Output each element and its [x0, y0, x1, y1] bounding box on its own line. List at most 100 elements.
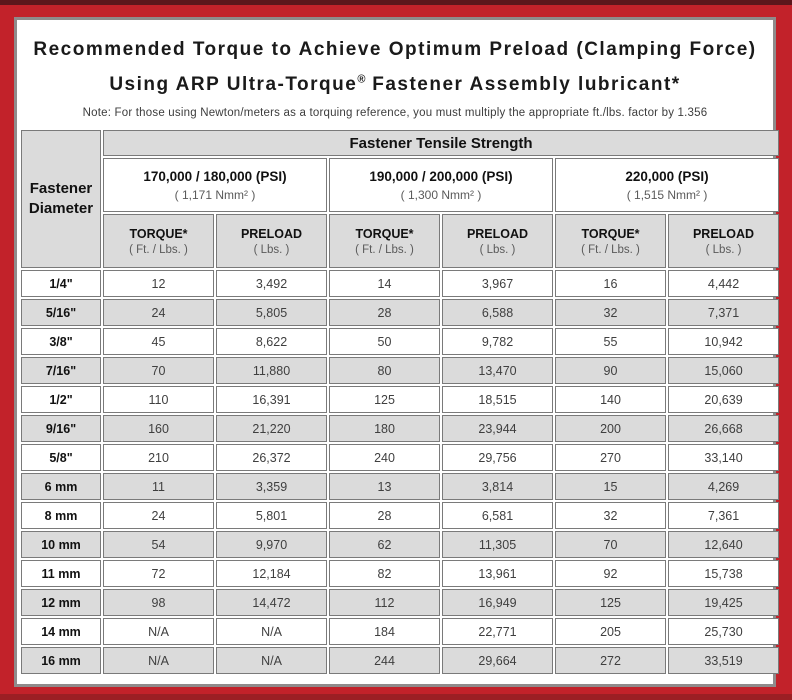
preload-value-cell: 9,782: [442, 328, 553, 356]
preload-value-cell: N/A: [216, 618, 327, 646]
preload-value-cell: 4,269: [668, 473, 780, 501]
diameter-cell: 3/8": [21, 328, 101, 356]
torque-column-header: TORQUE* ( Ft. / Lbs. ): [329, 214, 440, 269]
torque-value-cell: 240: [329, 444, 440, 472]
header-row-psi: 170,000 / 180,000 (PSI) ( 1,171 Nmm² ) 1…: [21, 158, 780, 213]
table-row: 14 mm N/A N/A 184 22,771 205 25,730: [21, 618, 780, 646]
preload-value-cell: 26,372: [216, 444, 327, 472]
preload-value-cell: 11,880: [216, 357, 327, 385]
table-row: 7/16" 70 11,880 80 13,470 90 15,060: [21, 357, 780, 385]
psi-group-220: 220,000 (PSI) ( 1,515 Nmm² ): [555, 158, 780, 213]
torque-value-cell: 140: [555, 386, 666, 414]
preload-value-cell: 18,515: [442, 386, 553, 414]
torque-value-cell: 92: [555, 560, 666, 588]
preload-value-cell: 19,425: [668, 589, 780, 617]
diameter-cell: 7/16": [21, 357, 101, 385]
diameter-cell: 8 mm: [21, 502, 101, 530]
psi-group-190-200: 190,000 / 200,000 (PSI) ( 1,300 Nmm² ): [329, 158, 553, 213]
preload-value-cell: 9,970: [216, 531, 327, 559]
psi-label: 170,000 / 180,000 (PSI): [143, 168, 287, 184]
table-row: 10 mm 54 9,970 62 11,305 70 12,640: [21, 531, 780, 559]
diameter-cell: 10 mm: [21, 531, 101, 559]
torque-value-cell: 13: [329, 473, 440, 501]
torque-value-cell: 32: [555, 502, 666, 530]
registered-mark: ®: [357, 74, 366, 86]
torque-value-cell: 70: [555, 531, 666, 559]
diameter-cell: 1/4": [21, 270, 101, 298]
preload-value-cell: 14,472: [216, 589, 327, 617]
table-row: 16 mm N/A N/A 244 29,664 272 33,519: [21, 647, 780, 675]
preload-value-cell: 20,639: [668, 386, 780, 414]
torque-value-cell: 82: [329, 560, 440, 588]
preload-value-cell: 33,140: [668, 444, 780, 472]
torque-value-cell: 15: [555, 473, 666, 501]
torque-value-cell: 125: [329, 386, 440, 414]
torque-value-cell: 110: [103, 386, 214, 414]
table-row: 6 mm 11 3,359 13 3,814 15 4,269: [21, 473, 780, 501]
preload-value-cell: 29,664: [442, 647, 553, 675]
torque-value-cell: 98: [103, 589, 214, 617]
nmm-label: ( 1,515 Nmm² ): [626, 187, 708, 202]
table-row: 9/16" 160 21,220 180 23,944 200 26,668: [21, 415, 780, 443]
preload-value-cell: 23,944: [442, 415, 553, 443]
table-row: 8 mm 24 5,801 28 6,581 32 7,361: [21, 502, 780, 530]
table-row: 5/16" 24 5,805 28 6,588 32 7,371: [21, 299, 780, 327]
torque-value-cell: 54: [103, 531, 214, 559]
torque-value-cell: 80: [329, 357, 440, 385]
table-row: 1/4" 12 3,492 14 3,967 16 4,442: [21, 270, 780, 298]
preload-value-cell: 25,730: [668, 618, 780, 646]
torque-value-cell: 32: [555, 299, 666, 327]
torque-value-cell: 200: [555, 415, 666, 443]
diameter-cell: 6 mm: [21, 473, 101, 501]
preload-value-cell: 3,967: [442, 270, 553, 298]
header-row-tensile: Fastener Diameter Fastener Tensile Stren…: [21, 130, 780, 269]
psi-label: 190,000 / 200,000 (PSI): [369, 168, 513, 184]
preload-value-cell: 21,220: [216, 415, 327, 443]
table-row: 12 mm 98 14,472 112 16,949 125 19,425: [21, 589, 780, 617]
preload-value-cell: 15,738: [668, 560, 780, 588]
torque-value-cell: 270: [555, 444, 666, 472]
content-panel: Recommended Torque to Achieve Optimum Pr…: [14, 17, 780, 687]
diameter-cell: 1/2": [21, 386, 101, 414]
preload-value-cell: 13,470: [442, 357, 553, 385]
torque-value-cell: 24: [103, 299, 214, 327]
note-text: Note: For those using Newton/meters as a…: [82, 107, 708, 120]
fastener-diameter-header: Fastener Diameter: [21, 130, 101, 269]
table-row: 5/8" 210 26,372 240 29,756 270 33,140: [21, 444, 780, 472]
torque-value-cell: 28: [329, 299, 440, 327]
preload-value-cell: 16,949: [442, 589, 553, 617]
torque-column-header: TORQUE* ( Ft. / Lbs. ): [103, 214, 214, 269]
torque-value-cell: 205: [555, 618, 666, 646]
preload-column-header: PRELOAD ( Lbs. ): [216, 214, 327, 269]
torque-value-cell: 244: [329, 647, 440, 675]
nmm-label: ( 1,171 Nmm² ): [174, 187, 256, 202]
torque-value-cell: 125: [555, 589, 666, 617]
preload-value-cell: 22,771: [442, 618, 553, 646]
preload-value-cell: 4,442: [668, 270, 780, 298]
diameter-cell: 9/16": [21, 415, 101, 443]
title-line1: Recommended Torque to Achieve Optimum Pr…: [33, 39, 757, 60]
torque-value-cell: 160: [103, 415, 214, 443]
torque-value-cell: 272: [555, 647, 666, 675]
torque-value-cell: 112: [329, 589, 440, 617]
preload-value-cell: 11,305: [442, 531, 553, 559]
preload-value-cell: N/A: [216, 647, 327, 675]
preload-column-header: PRELOAD ( Lbs. ): [442, 214, 553, 269]
torque-value-cell: N/A: [103, 647, 214, 675]
tensile-strength-header: Fastener Tensile Strength: [103, 130, 780, 157]
title-line2: Using ARP Ultra-Torque® Fastener Assembl…: [109, 74, 681, 96]
nmm-label: ( 1,300 Nmm² ): [400, 187, 482, 202]
preload-value-cell: 3,814: [442, 473, 553, 501]
torque-value-cell: 28: [329, 502, 440, 530]
torque-value-cell: 16: [555, 270, 666, 298]
psi-label: 220,000 (PSI): [625, 168, 709, 184]
preload-value-cell: 16,391: [216, 386, 327, 414]
preload-value-cell: 7,371: [668, 299, 780, 327]
table-row: 1/2" 110 16,391 125 18,515 140 20,639: [21, 386, 780, 414]
torque-value-cell: 14: [329, 270, 440, 298]
diameter-cell: 5/8": [21, 444, 101, 472]
table-body: 1/4" 12 3,492 14 3,967 16 4,442 5/16" 24 5,805 28 6…: [21, 270, 780, 675]
torque-table: Fastener Diameter Fastener Tensile Stren…: [19, 128, 781, 676]
preload-value-cell: 13,961: [442, 560, 553, 588]
preload-value-cell: 5,805: [216, 299, 327, 327]
